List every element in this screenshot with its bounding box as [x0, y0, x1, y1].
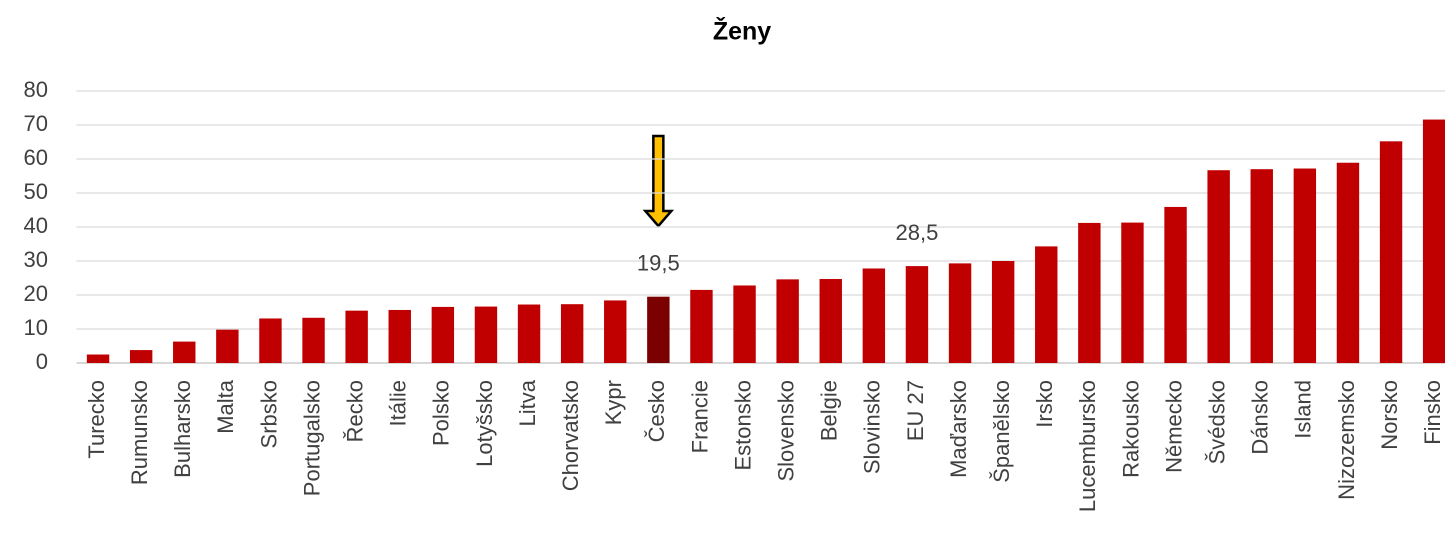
- x-tick-label: Bulharsko: [170, 380, 195, 478]
- bar: [1164, 206, 1187, 363]
- x-tick-label: Švédsko: [1204, 380, 1229, 464]
- bar: [302, 317, 325, 363]
- x-tick-label: Slovensko: [773, 380, 798, 482]
- x-tick-label: Malta: [213, 379, 238, 434]
- bar: [604, 300, 627, 363]
- x-tick-label: Lotyšsko: [472, 380, 497, 467]
- x-tick-label: EU 27: [903, 380, 928, 441]
- bar: [86, 354, 110, 363]
- bar: [647, 296, 670, 363]
- value-label: 19,5: [637, 251, 680, 276]
- x-tick-label: Španělsko: [989, 380, 1014, 483]
- bar: [216, 329, 239, 363]
- bar: [690, 289, 713, 363]
- y-tick-label: 50: [24, 179, 48, 204]
- x-tick-label: Řecko: [342, 380, 367, 442]
- bar: [431, 306, 455, 363]
- x-tick-label: Finsko: [1420, 380, 1445, 445]
- bar: [474, 306, 498, 363]
- x-tick-label: Belgie: [817, 380, 842, 441]
- y-tick-label: 70: [24, 111, 48, 136]
- x-tick-label: Slovinsko: [860, 380, 885, 474]
- x-tick-label: Německo: [1161, 380, 1186, 473]
- y-tick-label: 10: [24, 315, 48, 340]
- bar: [1121, 222, 1144, 363]
- highlight-arrow: [642, 134, 675, 228]
- value-label: 28,5: [896, 220, 939, 245]
- x-tick-label: Itálie: [386, 380, 411, 426]
- x-tick-label: Maďarsko: [946, 380, 971, 478]
- x-tick-label: Francie: [687, 380, 712, 453]
- x-tick-label: Česko: [644, 380, 669, 442]
- y-tick-label: 40: [24, 213, 48, 238]
- chart-title: Ženy: [713, 16, 771, 46]
- y-tick-label: 30: [24, 247, 48, 272]
- x-tick-label: Island: [1291, 380, 1316, 439]
- x-tick-label: Portugalsko: [299, 380, 324, 496]
- y-tick-label: 80: [24, 77, 48, 102]
- bar: [862, 268, 886, 363]
- bar: [345, 310, 368, 363]
- bar: [517, 304, 541, 363]
- x-tick-label: Norsko: [1377, 380, 1402, 450]
- x-tick-label: Lucembursko: [1075, 380, 1100, 512]
- x-tick-label: Dánsko: [1248, 380, 1273, 455]
- x-tick-label: Litva: [515, 379, 540, 426]
- bar: [776, 279, 799, 363]
- bar: [259, 318, 282, 363]
- bar: [905, 266, 929, 363]
- bar: [1336, 162, 1360, 363]
- bar: [388, 309, 411, 363]
- x-tick-label: Nizozemsko: [1334, 380, 1359, 500]
- x-tick-label: Rakousko: [1118, 380, 1143, 478]
- x-tick-label: Irsko: [1032, 380, 1057, 428]
- bar: [1293, 168, 1317, 363]
- bar: [1207, 170, 1230, 363]
- bar: [1379, 141, 1403, 363]
- bar: [991, 261, 1015, 363]
- bar: [1078, 222, 1101, 363]
- bar: [1250, 169, 1273, 363]
- x-tick-label: Polsko: [429, 380, 454, 446]
- bar: [129, 350, 153, 363]
- bar: [1035, 246, 1058, 363]
- x-tick-label: Srbsko: [256, 380, 281, 448]
- x-tick-label: Rumunsko: [127, 380, 152, 485]
- bar: [173, 341, 196, 363]
- x-tick-label: Estonsko: [730, 380, 755, 471]
- bar: [560, 304, 584, 363]
- bar: [1422, 119, 1445, 363]
- bar: [733, 285, 756, 363]
- x-tick-label: Chorvatsko: [558, 380, 583, 491]
- x-tick-label: Kypr: [601, 380, 626, 425]
- y-tick-label: 20: [24, 281, 48, 306]
- bar: [948, 263, 972, 363]
- x-tick-label: Turecko: [84, 380, 109, 459]
- y-tick-label: 0: [36, 349, 48, 374]
- y-tick-label: 60: [24, 145, 48, 170]
- bar: [819, 279, 842, 363]
